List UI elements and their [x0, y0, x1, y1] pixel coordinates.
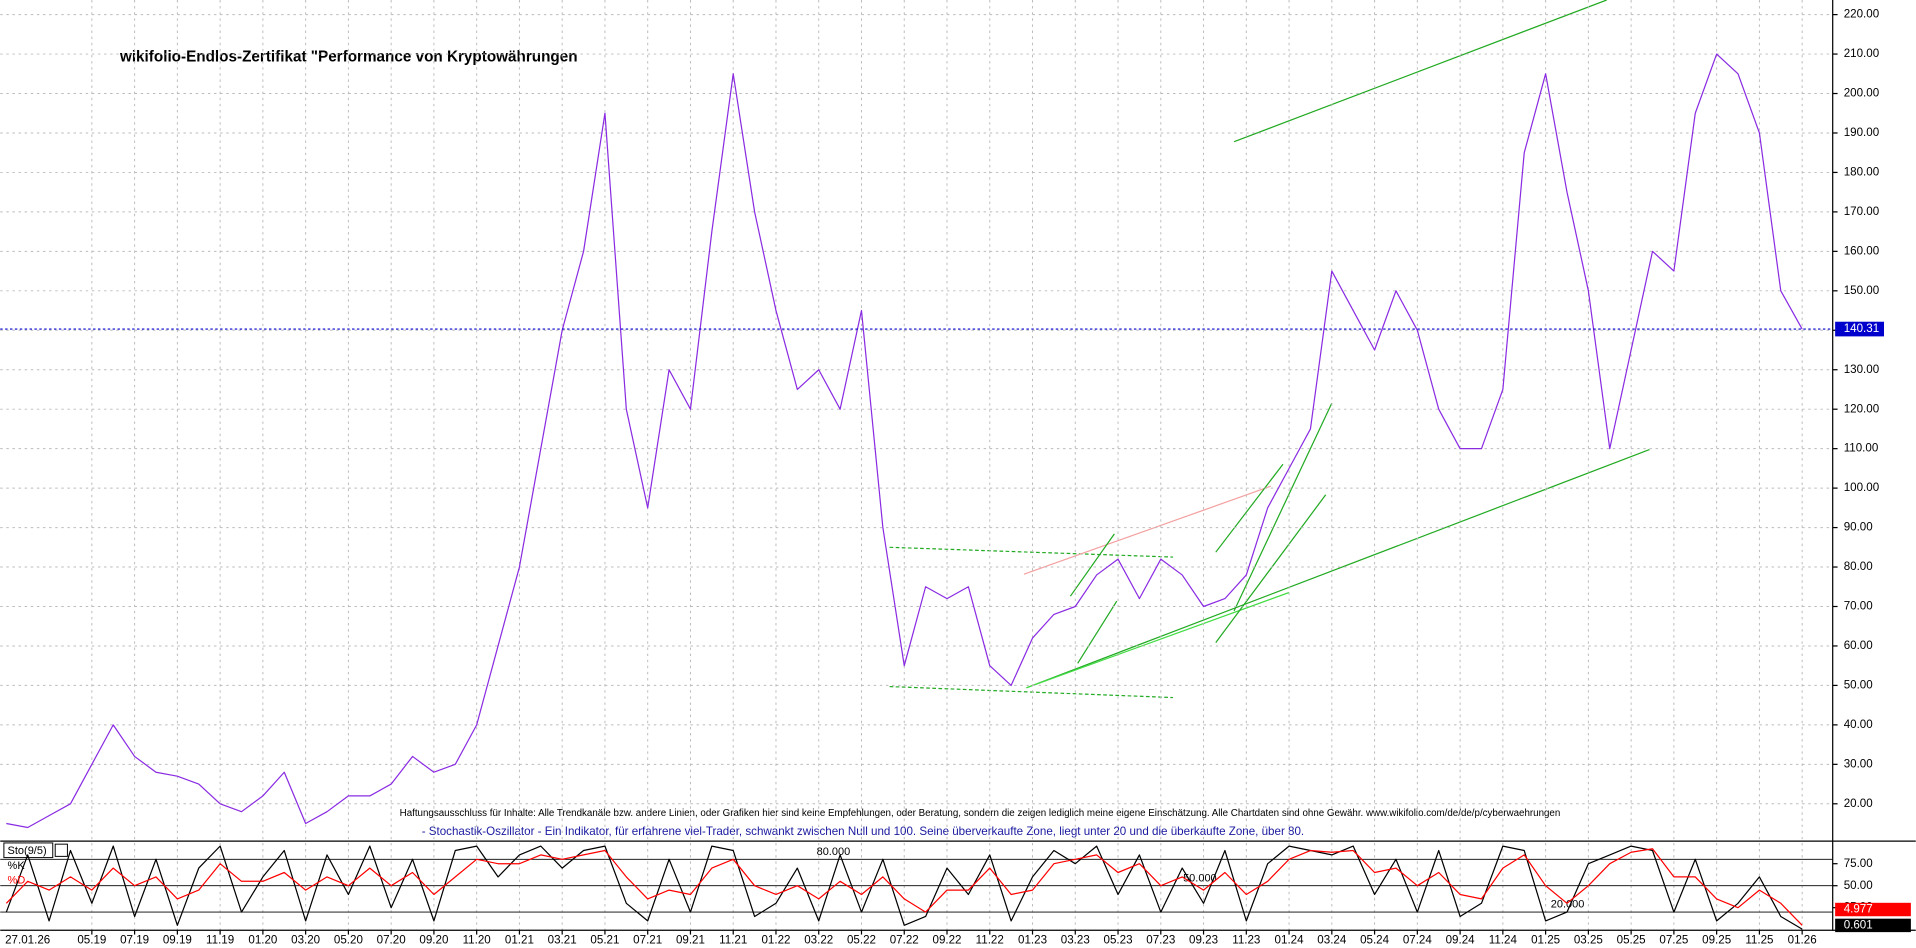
- level-label: 80.000: [817, 846, 851, 858]
- x-tick-label: 03.21: [548, 934, 577, 947]
- y-tick-label: 150.00: [1844, 284, 1879, 297]
- level-label: 20.000: [1551, 899, 1585, 911]
- trend-line: [1233, 402, 1333, 612]
- y-tick-label: 180.00: [1844, 166, 1879, 179]
- price-line: [5, 845, 1803, 930]
- x-tick-label: 03.23: [1061, 934, 1090, 947]
- x-tick-label: 01.26: [1788, 934, 1817, 947]
- legend-label: %D: [8, 875, 26, 887]
- x-tick-label: 03.20: [291, 934, 320, 947]
- y-tick-label: 100.00: [1844, 481, 1879, 494]
- trend-line: [1077, 600, 1118, 664]
- x-tick-label: 05.25: [1617, 934, 1646, 947]
- legend-label: %K: [8, 860, 26, 872]
- y-tick-label: 160.00: [1844, 244, 1879, 257]
- trend-line: [1215, 494, 1327, 643]
- x-tick-label: 03.25: [1574, 934, 1603, 947]
- trend-line: [1233, 0, 1607, 143]
- x-tick-label: 07.24: [1403, 934, 1433, 947]
- x-tick-label: 03.24: [1317, 934, 1347, 947]
- last-value-label: 0.601: [1844, 918, 1873, 931]
- y-tick-label: 120.00: [1844, 402, 1879, 415]
- x-tick-label: 03.22: [804, 934, 833, 947]
- x-tick-label: 05.22: [847, 934, 876, 947]
- x-tick-label: 05.23: [1104, 934, 1133, 947]
- trend-line: [1026, 591, 1290, 689]
- x-tick-label: 09.23: [1189, 934, 1218, 947]
- x-tick-label: 09.25: [1702, 934, 1731, 947]
- x-tick-label: 09.21: [676, 934, 705, 947]
- trend-line: [1215, 463, 1284, 553]
- y-tick-label: 220.00: [1844, 8, 1879, 21]
- trend-line: [889, 685, 1174, 699]
- x-tick-label: 05.20: [334, 934, 363, 947]
- trend-line: [1069, 533, 1115, 597]
- y-tick-label: 110.00: [1844, 442, 1879, 455]
- x-tick-label: 09.19: [163, 934, 192, 947]
- y-tick-label: 170.00: [1844, 205, 1879, 218]
- x-tick-label: 01.22: [761, 934, 790, 947]
- last-value-label: 4.977: [1844, 903, 1873, 916]
- y-tick-label: 20.00: [1844, 797, 1873, 810]
- x-tick-label: 11.20: [463, 934, 491, 947]
- x-tick-label: 07.25: [1659, 934, 1688, 947]
- expand-button[interactable]: [54, 843, 68, 857]
- level-label: 50.000: [1183, 872, 1217, 884]
- y-tick-label: 40.00: [1844, 718, 1873, 731]
- x-tick-label: 01.25: [1531, 934, 1560, 947]
- x-tick-label: 09.22: [932, 934, 961, 947]
- last-value-box: [1835, 902, 1911, 917]
- y-tick-label: 190.00: [1844, 126, 1879, 139]
- x-tick-label: 05.24: [1360, 934, 1390, 947]
- x-tick-label: 11.24: [1489, 934, 1518, 947]
- last-value-box: [1835, 918, 1911, 933]
- last-price-label: 140.31: [1844, 322, 1879, 335]
- disclaimer: Haftungsausschluss für Inhalte: Alle Tre…: [400, 808, 1561, 819]
- trend-line: [1023, 485, 1271, 575]
- x-tick-label: 01.20: [248, 934, 277, 947]
- x-tick-label: 07.23: [1146, 934, 1175, 947]
- y-tick-label: 200.00: [1844, 87, 1879, 100]
- x-tick-label: 11.22: [976, 934, 1004, 947]
- x-tick-label: 09.24: [1446, 934, 1476, 947]
- indicator-description: - Stochastik-Oszillator - Ein Indikator,…: [422, 825, 1304, 838]
- x-tick-label: 07.19: [120, 934, 149, 947]
- x-tick-label: 07.21: [633, 934, 662, 947]
- x-tick-label: 11.25: [1745, 934, 1773, 947]
- price-line: [5, 848, 1803, 926]
- trend-line: [889, 546, 1174, 558]
- x-tick-label: 11.19: [206, 934, 234, 947]
- x-tick-label: 11.23: [1232, 934, 1260, 947]
- x-tick-label: 01.24: [1275, 934, 1305, 947]
- x-tick-label: 01.21: [505, 934, 534, 947]
- y-tick-label: 80.00: [1844, 560, 1873, 573]
- y-tick-label: 50.00: [1844, 678, 1873, 691]
- x-tick-label: 11.21: [719, 934, 747, 947]
- price-line: [6, 53, 1803, 829]
- x-tick-label: 07.22: [890, 934, 919, 947]
- cursor-date: 27.01.26: [5, 934, 50, 947]
- y-tick-label: 50.00: [1844, 879, 1873, 892]
- x-tick-label: 07.20: [377, 934, 406, 947]
- x-tick-label: 05.19: [77, 934, 106, 947]
- indicator-title: Sto(9/5): [8, 845, 47, 857]
- x-tick-label: 05.21: [590, 934, 619, 947]
- y-tick-label: 75.00: [1844, 857, 1873, 870]
- y-tick-label: 130.00: [1844, 363, 1879, 376]
- y-tick-label: 60.00: [1844, 639, 1873, 652]
- y-tick-label: 90.00: [1844, 521, 1873, 534]
- last-price-box: [1835, 321, 1885, 337]
- trend-lines: [889, 0, 1650, 699]
- y-tick-label: 70.00: [1844, 600, 1873, 613]
- y-tick-label: 30.00: [1844, 757, 1873, 770]
- y-tick-label: 210.00: [1844, 47, 1879, 60]
- x-tick-label: 09.20: [419, 934, 448, 947]
- x-tick-label: 01.23: [1018, 934, 1047, 947]
